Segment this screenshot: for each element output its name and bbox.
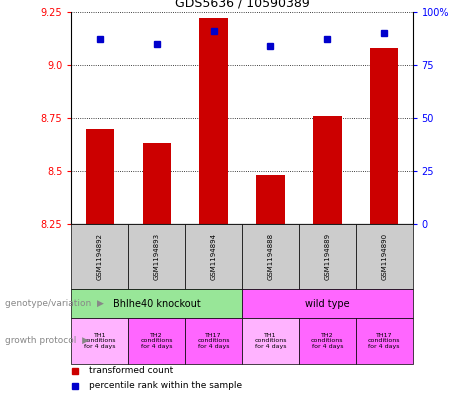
- Text: TH17
conditions
for 4 days: TH17 conditions for 4 days: [197, 332, 230, 349]
- Text: GSM1194890: GSM1194890: [381, 233, 387, 280]
- Bar: [128, 224, 185, 289]
- Bar: [356, 318, 413, 364]
- Bar: [299, 318, 356, 364]
- Text: wild type: wild type: [305, 299, 349, 309]
- Bar: [71, 289, 242, 318]
- Bar: [242, 318, 299, 364]
- Bar: [356, 224, 413, 289]
- Bar: [71, 224, 128, 289]
- Text: genotype/variation  ▶: genotype/variation ▶: [5, 299, 103, 308]
- Text: Bhlhe40 knockout: Bhlhe40 knockout: [113, 299, 201, 309]
- Bar: [242, 289, 413, 318]
- Text: TH1
conditions
for 4 days: TH1 conditions for 4 days: [254, 332, 287, 349]
- Bar: [299, 224, 356, 289]
- Text: percentile rank within the sample: percentile rank within the sample: [89, 381, 242, 390]
- Bar: [256, 175, 285, 224]
- Bar: [313, 116, 342, 224]
- Bar: [86, 129, 114, 224]
- Text: TH1
conditions
for 4 days: TH1 conditions for 4 days: [83, 332, 116, 349]
- Bar: [185, 318, 242, 364]
- Text: GSM1194894: GSM1194894: [211, 233, 217, 280]
- Bar: [128, 318, 185, 364]
- Text: transformed count: transformed count: [89, 366, 173, 375]
- Bar: [242, 224, 299, 289]
- Bar: [370, 48, 398, 224]
- Bar: [185, 224, 242, 289]
- Bar: [142, 143, 171, 224]
- Bar: [71, 318, 128, 364]
- Text: TH17
conditions
for 4 days: TH17 conditions for 4 days: [368, 332, 401, 349]
- Text: TH2
conditions
for 4 days: TH2 conditions for 4 days: [141, 332, 173, 349]
- Bar: [200, 18, 228, 224]
- Text: growth protocol  ▶: growth protocol ▶: [5, 336, 89, 345]
- Text: TH2
conditions
for 4 days: TH2 conditions for 4 days: [311, 332, 343, 349]
- Text: GSM1194889: GSM1194889: [324, 233, 331, 280]
- Text: GSM1194893: GSM1194893: [154, 233, 160, 280]
- Text: GSM1194892: GSM1194892: [97, 233, 103, 280]
- Text: GSM1194888: GSM1194888: [267, 233, 273, 280]
- Title: GDS5636 / 10590389: GDS5636 / 10590389: [175, 0, 309, 9]
